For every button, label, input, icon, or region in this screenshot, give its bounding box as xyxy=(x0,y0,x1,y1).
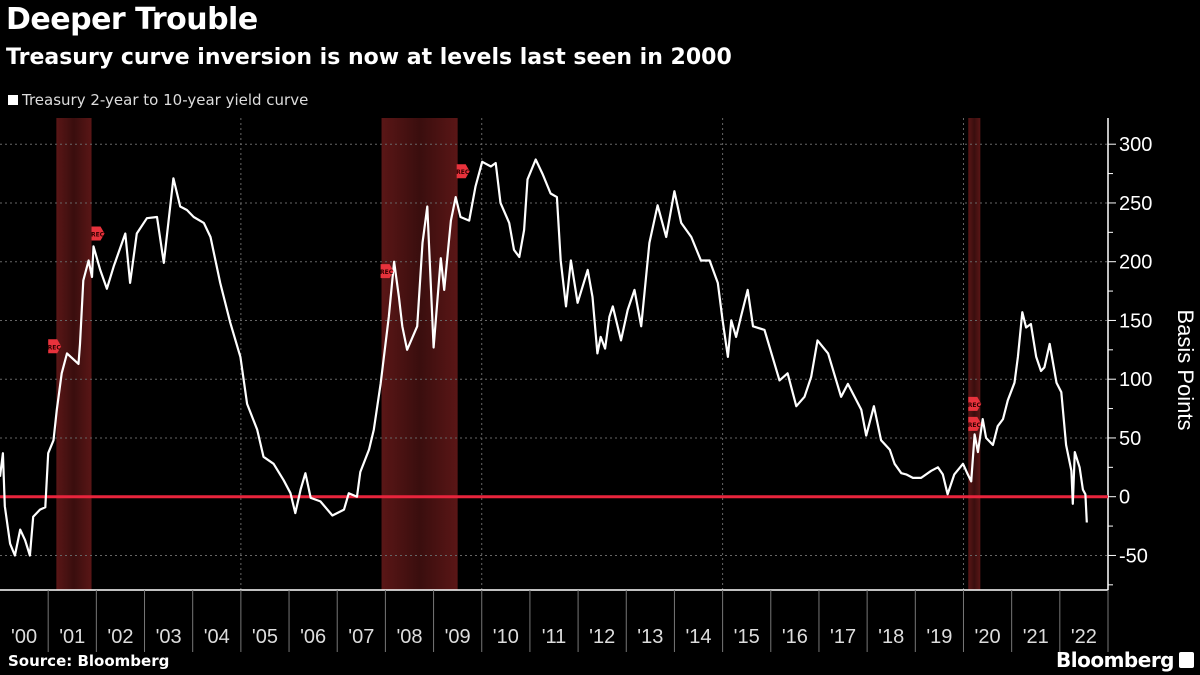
y-axis-label: Basis Points xyxy=(1173,309,1198,430)
x-tick-label: '20 xyxy=(975,626,1001,648)
series-group xyxy=(0,158,1088,557)
x-tick-label: '07 xyxy=(348,626,374,648)
recession-band xyxy=(56,118,92,590)
y-tick-label: 0 xyxy=(1119,487,1130,509)
x-tick-label: '00 xyxy=(11,626,37,648)
y-tick-label: 250 xyxy=(1119,193,1152,215)
legend-swatch xyxy=(8,95,18,105)
x-tick-label: '01 xyxy=(59,626,85,648)
gridlines xyxy=(0,118,1108,590)
rec-marker-label: REC xyxy=(380,269,394,276)
x-tick-label: '14 xyxy=(685,626,711,648)
x-tick-label: '17 xyxy=(830,626,856,648)
x-tick-label: '16 xyxy=(782,626,808,648)
x-tick-label: '08 xyxy=(396,626,422,648)
rec-marker-label: REC xyxy=(91,232,105,239)
rec-marker xyxy=(91,226,105,241)
rec-marker xyxy=(456,164,470,179)
x-tick-label: '11 xyxy=(542,626,567,648)
x-tick-label: '02 xyxy=(107,626,133,648)
y-tick-label: 150 xyxy=(1119,310,1152,332)
x-tick-label: '05 xyxy=(252,626,278,648)
rec-marker xyxy=(380,264,394,279)
series-line xyxy=(0,158,1088,557)
rec-marker xyxy=(968,396,982,411)
x-tick-label: '10 xyxy=(493,626,519,648)
chart-title: Deeper Trouble xyxy=(6,2,258,37)
x-tick-label: '12 xyxy=(589,626,615,648)
chart-subtitle: Treasury curve inversion is now at level… xyxy=(6,45,732,70)
x-tick-label: '18 xyxy=(878,626,904,648)
rec-marker-label: REC xyxy=(968,422,982,429)
recession-band xyxy=(968,118,981,590)
legend: Treasury 2-year to 10-year yield curve xyxy=(8,91,308,109)
x-tick-label: '04 xyxy=(204,626,230,648)
rec-marker-label: REC xyxy=(456,169,470,176)
rec-marker-label: REC xyxy=(48,344,62,351)
source-note: Source: Bloomberg xyxy=(8,652,170,670)
y-tick-label: 50 xyxy=(1119,428,1141,450)
x-tick-label: '03 xyxy=(156,626,182,648)
recession-band xyxy=(381,118,458,590)
x-tick-label: '22 xyxy=(1071,626,1097,648)
y-tick-label: 100 xyxy=(1119,369,1152,391)
axes: -50 0 50 100 150 200 250 300 '00 '01 '02 '03 '04 '05 '… xyxy=(0,118,1152,652)
annotations: REC REC REC REC REC REC xyxy=(48,164,982,432)
x-tick-label: '19 xyxy=(926,626,952,648)
y-tick-label: 200 xyxy=(1119,252,1152,274)
bloomberg-logo: Bloomberg xyxy=(1056,648,1174,672)
x-tick-label: '06 xyxy=(300,626,326,648)
legend-label: Treasury 2-year to 10-year yield curve xyxy=(22,91,309,109)
rec-marker-label: REC xyxy=(968,402,982,409)
x-tick-label: '13 xyxy=(637,626,663,648)
rec-marker xyxy=(968,416,982,431)
rec-marker xyxy=(48,339,62,354)
y-tick-label: 300 xyxy=(1119,134,1152,156)
bloomberg-chart-icon xyxy=(1179,652,1194,668)
x-tick-label: '09 xyxy=(445,626,471,648)
x-tick-label: '21 xyxy=(1023,626,1049,648)
recession-shading xyxy=(56,118,981,590)
y-tick-label: -50 xyxy=(1119,545,1148,567)
x-tick-label: '15 xyxy=(734,626,760,648)
